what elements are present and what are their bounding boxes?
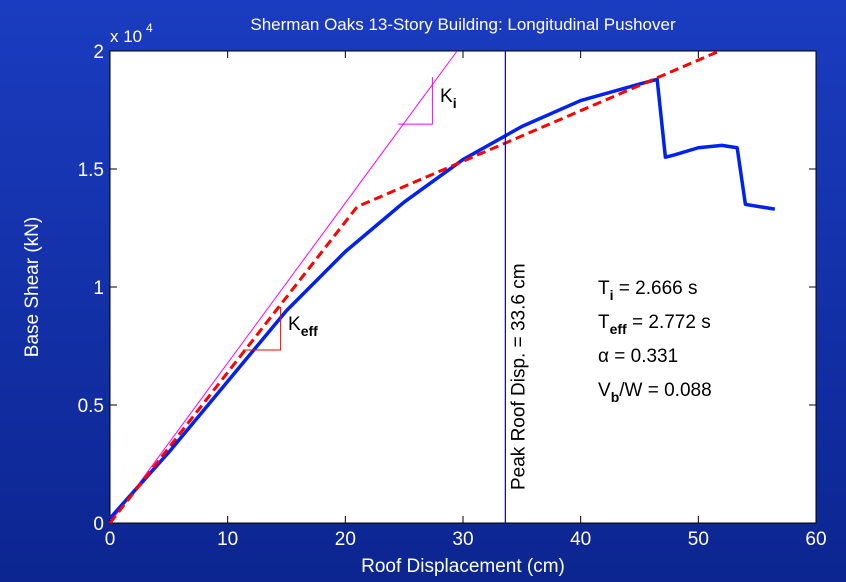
annotation-text: V xyxy=(598,380,611,401)
x-tick-label: 30 xyxy=(452,529,473,550)
x-tick-label: 60 xyxy=(805,529,826,550)
annotation-after: /W = 0.088 xyxy=(619,380,711,401)
annotation: Teff = 2.772 s xyxy=(598,312,711,337)
series-line xyxy=(242,307,282,351)
annotation-after: = 2.666 s xyxy=(614,278,698,299)
keff-label-text: K xyxy=(288,314,301,335)
x-axis-label: Roof Displacement (cm) xyxy=(361,556,565,577)
y-multiplier: x 10 xyxy=(110,27,142,46)
annotation-sub: b xyxy=(611,389,620,405)
chart-title: Sherman Oaks 13-Story Building: Longitud… xyxy=(250,15,676,34)
series-line xyxy=(108,49,721,524)
ki-label-text: K xyxy=(440,86,453,107)
y-multiplier-exponent: 4 xyxy=(146,21,153,35)
annotation-text: T xyxy=(598,278,610,299)
y-tick-label: 0 xyxy=(93,514,104,535)
series-line xyxy=(108,77,776,520)
x-tick-label: 10 xyxy=(217,529,238,550)
plot-area xyxy=(109,50,817,524)
x-tick-label: 0 xyxy=(105,529,116,550)
ki-label: Ki xyxy=(440,86,457,111)
annotation-sub: i xyxy=(610,287,614,303)
annotation-text: T xyxy=(598,312,610,333)
x-tick-label: 20 xyxy=(335,529,356,550)
x-tick-label: 40 xyxy=(570,529,591,550)
series-line xyxy=(109,50,458,524)
annotation-after: = 2.772 s xyxy=(627,312,711,333)
y-tick-label: 1 xyxy=(93,278,104,299)
y-tick-label: 2 xyxy=(93,42,104,63)
annotation: Ti = 2.666 s xyxy=(598,278,697,303)
series-line xyxy=(398,76,433,125)
annotation-text: α = 0.331 xyxy=(598,346,678,367)
keff-label: Keff xyxy=(288,314,318,339)
ki-label-sub: i xyxy=(453,95,457,111)
annotation-sub: eff xyxy=(610,321,627,337)
y-tick-label: 1.5 xyxy=(78,160,104,181)
x-tick-label: 50 xyxy=(688,529,709,550)
annotation: α = 0.331 xyxy=(598,346,678,367)
annotation: Vb/W = 0.088 xyxy=(598,380,712,405)
keff-label-sub: eff xyxy=(301,323,318,339)
y-axis-label: Base Shear (kN) xyxy=(22,217,43,357)
peak-label: Peak Roof Disp. = 33.6 cm xyxy=(508,263,529,490)
y-tick-label: 0.5 xyxy=(78,396,104,417)
